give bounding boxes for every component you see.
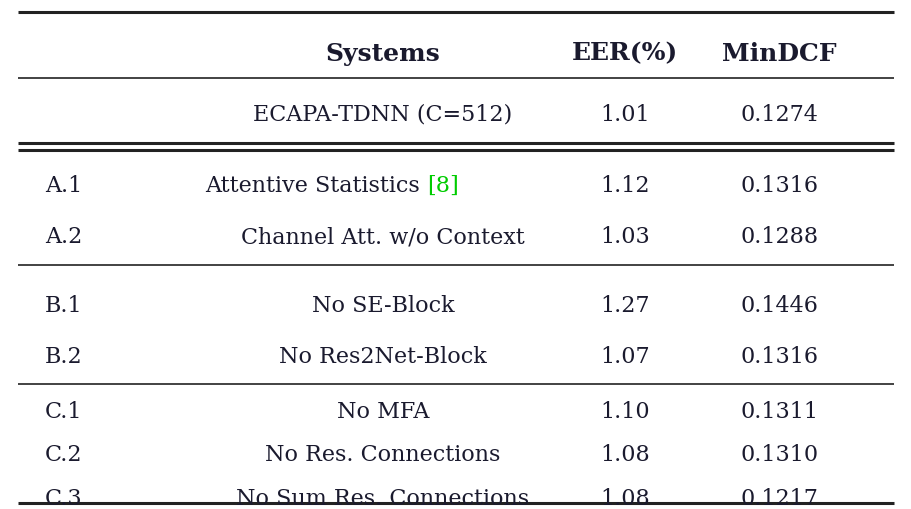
- Text: 1.08: 1.08: [599, 443, 649, 466]
- Text: EER(%): EER(%): [571, 41, 677, 66]
- Text: Systems: Systems: [325, 41, 440, 66]
- Text: 1.03: 1.03: [599, 225, 649, 248]
- Text: Attentive Statistics: Attentive Statistics: [205, 175, 426, 197]
- Text: C.3: C.3: [45, 487, 83, 509]
- Text: B.2: B.2: [45, 345, 83, 367]
- Text: 0.1316: 0.1316: [740, 345, 818, 367]
- Text: [8]: [8]: [426, 175, 458, 197]
- Text: 0.1316: 0.1316: [740, 175, 818, 197]
- Text: 0.1288: 0.1288: [740, 225, 818, 248]
- Text: 1.08: 1.08: [599, 487, 649, 509]
- Text: A.1: A.1: [46, 175, 82, 197]
- Text: 1.01: 1.01: [599, 103, 649, 126]
- Text: 0.1311: 0.1311: [740, 400, 818, 422]
- Text: 0.1446: 0.1446: [740, 294, 818, 317]
- Text: A.2: A.2: [46, 225, 82, 248]
- Text: Channel Att. w/o Context: Channel Att. w/o Context: [241, 225, 525, 248]
- Text: C.1: C.1: [45, 400, 83, 422]
- Text: No Sum Res. Connections: No Sum Res. Connections: [236, 487, 529, 509]
- Text: 0.1310: 0.1310: [740, 443, 818, 466]
- Text: No Res2Net-Block: No Res2Net-Block: [279, 345, 486, 367]
- Text: No SE-Block: No SE-Block: [312, 294, 454, 317]
- Text: B.1: B.1: [45, 294, 83, 317]
- Text: 0.1217: 0.1217: [740, 487, 818, 509]
- Text: 0.1274: 0.1274: [740, 103, 818, 126]
- Text: MinDCF: MinDCF: [722, 41, 836, 66]
- Text: 1.10: 1.10: [599, 400, 649, 422]
- Text: C.2: C.2: [45, 443, 83, 466]
- Text: 1.27: 1.27: [599, 294, 649, 317]
- Text: ECAPA-TDNN (C=512): ECAPA-TDNN (C=512): [253, 103, 512, 126]
- Text: 1.07: 1.07: [599, 345, 649, 367]
- Text: No Res. Connections: No Res. Connections: [265, 443, 500, 466]
- Text: 1.12: 1.12: [599, 175, 649, 197]
- Text: No MFA: No MFA: [336, 400, 429, 422]
